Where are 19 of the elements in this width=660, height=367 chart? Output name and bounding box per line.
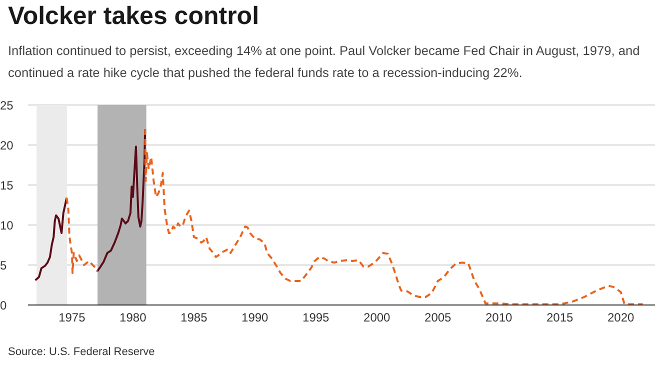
chart-title: Volcker takes control — [8, 2, 260, 31]
x-tick-label: 2010 — [486, 310, 513, 325]
y-tick-label: 25 — [0, 98, 14, 112]
x-tick-label: 1985 — [180, 310, 208, 325]
y-tick-label: 15 — [0, 178, 14, 192]
x-tick-label: 2015 — [546, 310, 574, 325]
y-tick-label: 5 — [0, 258, 7, 272]
x-tick-label: 2005 — [424, 310, 452, 325]
chart-subtitle: Inflation continued to persist, exceeding 14% at one point. Paul Volcker became Fed Chair in August, 1979, and continued a rate hike cycle that pushed the federal funds rate to a recession-inducing 22%. — [8, 42, 641, 82]
x-tick-label: 1995 — [302, 310, 330, 325]
y-tick-label: 20 — [0, 138, 14, 152]
y-tick-label: 10 — [0, 218, 14, 232]
y-tick-label: 0 — [0, 298, 7, 312]
x-tick-label: 2000 — [364, 310, 391, 325]
x-tick-label: 1975 — [58, 310, 86, 325]
x-tick-label: 1980 — [120, 310, 147, 325]
x-tick-label: 2020 — [607, 310, 635, 325]
source-note: Source: U.S. Federal Reserve — [8, 346, 155, 358]
x-tick-label: 1990 — [242, 310, 269, 325]
